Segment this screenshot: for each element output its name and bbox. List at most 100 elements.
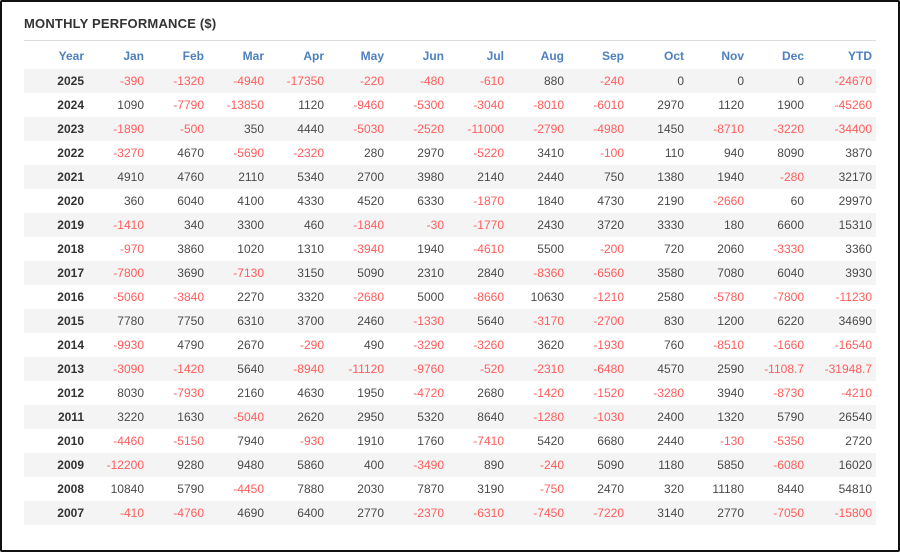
column-header-oct: Oct [663,49,684,63]
value-cell-jan: -410 [88,501,148,525]
value-cell-jun: 1760 [417,434,444,448]
value-cell-dec: 8440 [777,482,804,496]
year-cell: 2011 [24,405,88,429]
value-cell-may: -9460 [353,98,384,112]
value-cell-apr: 1120 [298,98,324,112]
value-cell-ytd: 2720 [845,434,872,448]
value-cell-aug: -7450 [508,501,568,525]
column-header-jul: Jul [486,49,504,63]
value-cell-aug: 5500 [537,242,564,256]
value-cell-may: 2030 [357,482,384,496]
value-cell-feb: -500 [148,117,208,141]
value-cell-may: 2950 [328,405,388,429]
value-cell-oct: 1450 [628,117,688,141]
table-row-2015: 2015 7780 7750 6310 3700 2460 -1330 5640 -3170 -2… [24,309,876,333]
value-cell-jul: -3260 [473,338,504,352]
value-cell-jul: -8660 [473,290,504,304]
value-cell-mar: 4690 [208,501,268,525]
value-cell-jun: 6330 [417,194,444,208]
value-cell-apr: -290 [299,338,324,352]
column-header-mar: Mar [242,49,264,63]
value-cell-jul: -1770 [448,213,508,237]
value-cell-ytd: -24670 [808,69,876,93]
value-cell-dec: 1900 [777,98,804,112]
value-cell-jan: 360 [123,194,144,208]
value-cell-aug: 5420 [537,434,564,448]
value-cell-mar: -5690 [233,146,264,160]
column-header-may: May [360,49,384,63]
value-cell-nov: -130 [719,434,744,448]
value-cell-jun: -5300 [413,98,444,112]
value-cell-mar: -13850 [226,98,264,112]
year-cell: 2019 [24,213,88,237]
value-cell-apr: 1310 [297,242,324,256]
value-cell-ytd: 3930 [808,261,876,285]
value-cell-jan: -3270 [113,146,144,160]
value-cell-nov: -8510 [713,338,744,352]
value-cell-may: 4520 [357,194,384,208]
value-cell-oct: 830 [628,309,688,333]
value-cell-apr: 5860 [268,453,328,477]
value-cell-jun: -9760 [388,357,448,381]
value-cell-sep: 4730 [597,194,624,208]
value-cell-dec: -280 [748,165,808,189]
value-cell-feb: 7750 [148,309,208,333]
value-cell-jun: 2310 [388,261,448,285]
table-row-2009: 2009 -12200 9280 9480 5860 400 -3490 890 -240 509… [24,453,876,477]
value-cell-aug: -8010 [533,98,564,112]
column-header-sep: Sep [601,49,624,63]
value-cell-aug: -1280 [508,405,568,429]
value-cell-feb: -7930 [173,386,204,400]
value-cell-apr: 2620 [268,405,328,429]
value-cell-sep: -2700 [568,309,628,333]
value-cell-aug: -750 [539,482,564,496]
value-cell-ytd: 15310 [808,213,876,237]
value-cell-sep: -6480 [568,357,628,381]
value-cell-sep: -1520 [593,386,624,400]
year-cell: 2025 [24,69,88,93]
value-cell-feb: -1420 [148,357,208,381]
year-cell: 2014 [57,338,84,352]
value-cell-sep: 6680 [597,434,624,448]
value-cell-nov: 2770 [688,501,748,525]
table-row-2019: 2019 -1410 340 3300 460 -1840 -30 -1770 2430 3720… [24,213,876,237]
value-cell-jun: -4720 [413,386,444,400]
table-row-2013: 2013 -3090 -1420 5640 -8940 -11120 -9760 -520 -2… [24,357,876,381]
value-cell-sep: -1030 [568,405,628,429]
value-cell-dec: -7800 [773,290,804,304]
value-cell-jan: -1410 [88,213,148,237]
table-row-2018: 2018 -970 3860 1020 1310 -3940 1940 -4610 5500 -2… [24,237,876,261]
value-cell-nov: -2660 [713,194,744,208]
value-cell-may: 490 [363,338,384,352]
column-header-feb: Feb [182,49,204,63]
year-cell: 2015 [24,309,88,333]
value-cell-feb: 3690 [148,261,208,285]
value-cell-mar: 4100 [237,194,264,208]
value-cell-sep: -1210 [593,290,624,304]
value-cell-oct: 1180 [628,453,688,477]
year-cell: 2021 [24,165,88,189]
value-cell-jun: 1940 [417,242,444,256]
value-cell-apr: 5340 [268,165,328,189]
value-cell-mar: -5040 [208,405,268,429]
value-cell-oct: 2190 [657,194,684,208]
value-cell-nov: 1320 [688,405,748,429]
value-cell-ytd: -4210 [841,386,872,400]
value-cell-jun: -30 [388,213,448,237]
value-cell-apr: 3320 [297,290,324,304]
title-divider [24,40,876,41]
value-cell-jan: 4910 [88,165,148,189]
year-cell: 2010 [57,434,84,448]
value-cell-sep: -6560 [568,261,628,285]
table-row-2010: 2010 -4460 -5150 7940 -930 1910 1760 -7410 5420 6… [24,429,876,453]
column-header-jun: Jun [422,49,444,63]
value-cell-dec: -1660 [773,338,804,352]
column-header-aug: Aug [540,49,564,63]
value-cell-nov: 5850 [688,453,748,477]
value-cell-apr: -8940 [268,357,328,381]
value-cell-oct: -3280 [653,386,684,400]
value-cell-nov: -8710 [688,117,748,141]
value-cell-dec: 8090 [777,146,804,160]
header-row: Year Jan Feb Mar Apr May Jun Jul Aug Sep Oct Nov Dec… [24,43,876,69]
